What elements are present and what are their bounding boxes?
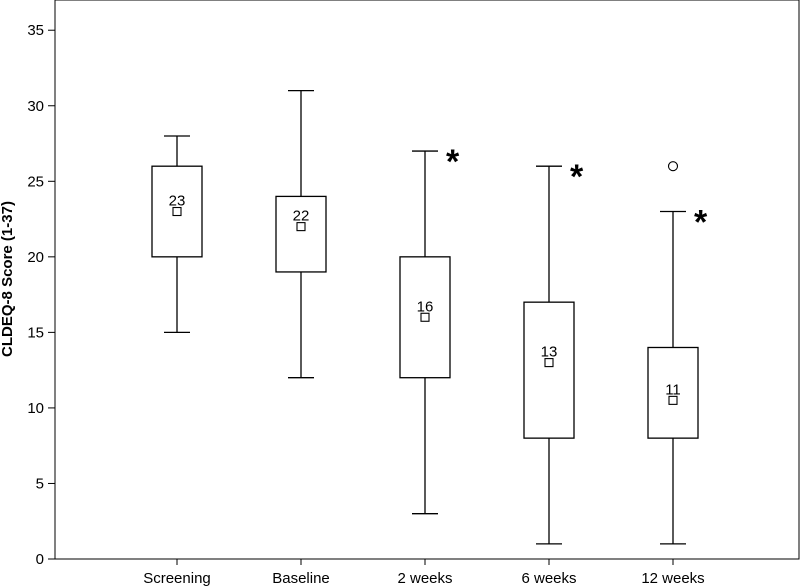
x-tick-label: Screening [143, 570, 211, 587]
x-tick-label: 6 weeks [521, 570, 576, 587]
y-axis: 0 5 10 15 20 25 30 35 [27, 22, 55, 568]
significance-star: * [694, 204, 708, 242]
median-marker [296, 222, 306, 232]
significance-star: * [446, 143, 460, 181]
box-5: 11 * [647, 161, 708, 545]
median-label: 13 [541, 344, 558, 361]
iqr-box [275, 195, 327, 273]
median-marker [544, 358, 554, 368]
y-tick-label: 0 [36, 551, 44, 568]
box-group: 23 22 16 * 13 * 11 * [151, 89, 708, 545]
x-axis: Screening Baseline 2 weeks 6 weeks 12 weeks [143, 559, 705, 587]
median-marker [172, 206, 182, 217]
y-tick-label: 25 [27, 173, 44, 190]
median-label: 23 [169, 193, 186, 210]
box-1: 23 [151, 135, 203, 334]
box-3: 16 * [399, 143, 460, 515]
y-tick-label: 10 [27, 400, 44, 417]
significance-star: * [570, 158, 584, 196]
box-2: 22 [275, 89, 327, 379]
y-tick-label: 5 [36, 475, 44, 492]
iqr-box [523, 301, 575, 439]
median-label: 11 [665, 381, 681, 398]
median-marker [668, 395, 678, 405]
y-axis-label: CLDEQ-8 Score (1-37) [0, 201, 16, 357]
median-marker [420, 312, 430, 322]
y-tick-label: 35 [27, 22, 44, 39]
median-label: 22 [293, 208, 310, 225]
iqr-box [647, 346, 699, 439]
outlier-point [667, 161, 679, 172]
x-tick-label: 2 weeks [397, 570, 452, 587]
median-label: 16 [417, 298, 434, 315]
y-tick-label: 15 [27, 324, 44, 341]
x-tick-label: Baseline [272, 570, 330, 587]
x-tick-label: 12 weeks [641, 570, 704, 587]
y-tick-label: 30 [27, 98, 44, 115]
y-tick-label: 20 [27, 249, 44, 266]
box-4: 13 * [523, 158, 584, 545]
plot-frame [54, 0, 800, 560]
